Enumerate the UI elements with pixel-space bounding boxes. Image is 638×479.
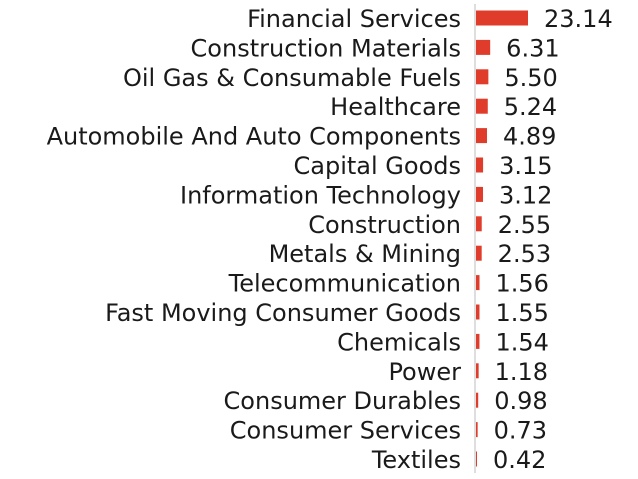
category-label: Construction [308, 211, 461, 239]
category-label: Consumer Services [230, 417, 461, 445]
category-label: Consumer Durables [224, 387, 461, 415]
value-label: 6.31 [506, 34, 559, 62]
bar [476, 157, 484, 173]
value-label: 1.56 [496, 270, 549, 298]
value-label: 1.55 [495, 299, 548, 327]
category-label: Financial Services [247, 5, 461, 33]
bar [476, 128, 487, 144]
category-label: Capital Goods [294, 152, 461, 180]
bar [476, 392, 479, 408]
bar [476, 422, 478, 438]
category-label: Construction Materials [191, 34, 461, 62]
category-label: Automobile And Auto Components [47, 123, 461, 151]
value-label: 1.18 [495, 358, 548, 386]
value-label: 2.55 [498, 211, 551, 239]
bar [476, 245, 482, 261]
value-labels: 23.146.315.505.244.893.153.122.552.531.5… [493, 5, 613, 474]
category-label: Power [388, 358, 461, 386]
category-label: Textiles [371, 446, 461, 474]
category-label: Telecommunication [228, 270, 461, 298]
value-label: 23.14 [544, 5, 613, 33]
bar [476, 333, 480, 349]
value-label: 2.53 [498, 240, 551, 268]
value-label: 3.15 [499, 152, 552, 180]
value-label: 0.73 [494, 417, 547, 445]
category-label: Information Technology [180, 181, 461, 209]
category-label: Metals & Mining [269, 240, 461, 268]
bar [476, 363, 479, 379]
category-label: Chemicals [337, 328, 461, 356]
category-label: Healthcare [330, 93, 461, 121]
bar [476, 216, 482, 232]
bar [476, 98, 488, 114]
bar [476, 10, 528, 26]
value-label: 0.42 [493, 446, 546, 474]
value-label: 5.24 [504, 93, 557, 121]
value-label: 1.54 [495, 328, 548, 356]
bar [476, 186, 484, 202]
bar [476, 275, 480, 291]
bar [476, 304, 480, 320]
value-label: 0.98 [494, 387, 547, 415]
value-label: 5.50 [504, 64, 557, 92]
bar [476, 451, 477, 467]
bar [476, 69, 489, 85]
category-label: Oil Gas & Consumable Fuels [123, 64, 461, 92]
value-label: 4.89 [503, 123, 556, 151]
bar [476, 39, 491, 55]
bars [476, 10, 528, 467]
category-label: Fast Moving Consumer Goods [105, 299, 461, 327]
value-label: 3.12 [499, 181, 552, 209]
